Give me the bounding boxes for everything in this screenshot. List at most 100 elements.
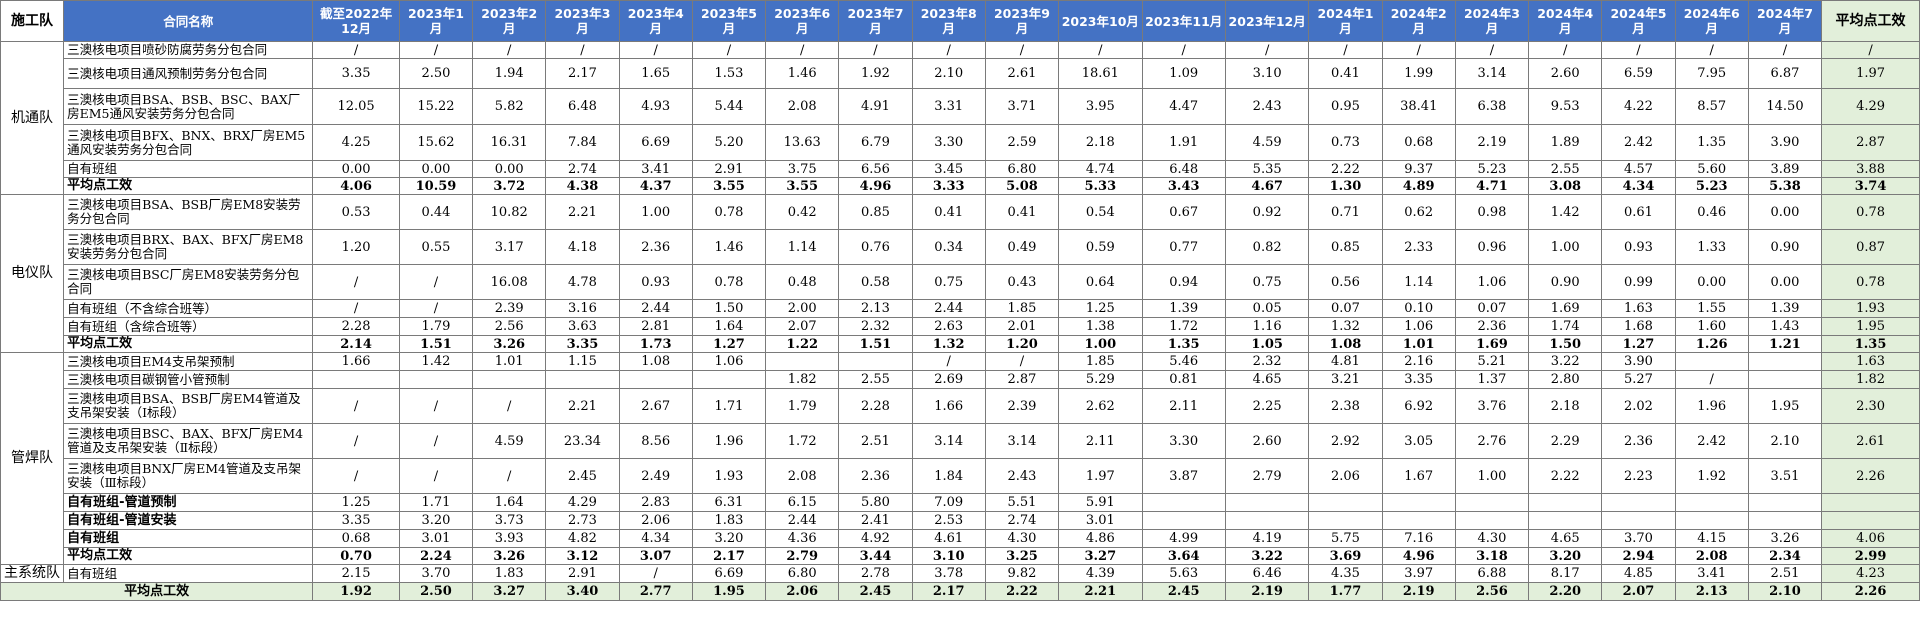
value-cell: 2.39: [984, 388, 1060, 424]
value-cell: 0.46: [1674, 194, 1749, 230]
avg-cell: 0.78: [1821, 194, 1920, 230]
value-cell: 1.96: [691, 423, 767, 459]
value-cell: 1.25: [1058, 299, 1143, 318]
avg-cell: 0.87: [1821, 229, 1920, 265]
value-cell: 5.23: [1454, 160, 1530, 178]
value-cell: 2.56: [472, 317, 547, 336]
grand-total-value: 2.10: [1747, 582, 1823, 601]
grand-total-value: 1.92: [312, 582, 400, 601]
avg-cell: 3.88: [1821, 160, 1920, 178]
summary-value: 1.50: [1528, 335, 1603, 353]
value-cell: 0.77: [1141, 229, 1226, 265]
summary-avg: 1.35: [1821, 335, 1920, 353]
value-cell: 4.59: [472, 423, 547, 459]
summary-avg: 3.74: [1821, 177, 1920, 195]
grand-total-value: 2.07: [1601, 582, 1676, 601]
value-cell: [1747, 370, 1823, 389]
value-cell: 2.02: [1601, 388, 1676, 424]
grand-total-value: 1.77: [1308, 582, 1383, 601]
summary-value: 1.26: [1674, 335, 1749, 353]
contract-name: 三澳核电项目BSA、BSB厂房EM8安装劳务分包合同: [63, 194, 314, 230]
value-cell: /: [911, 41, 986, 59]
value-cell: 2.78: [838, 564, 913, 583]
value-cell: /: [1308, 41, 1383, 59]
table-row: 机通队 三澳核电项目喷砂防腐劳务分包合同 / / / / / / / / / / / / / / / / / / / / /: [0, 41, 1920, 195]
value-cell: 3.01: [1058, 511, 1143, 530]
grand-total-value: 2.19: [1224, 582, 1310, 601]
value-cell: /: [1381, 41, 1456, 59]
value-cell: 0.41: [1308, 58, 1383, 89]
value-cell: 3.87: [1141, 458, 1226, 494]
value-cell: 3.30: [911, 124, 986, 161]
value-cell: 0.68: [312, 529, 400, 548]
value-cell: /: [1674, 41, 1749, 59]
value-cell: 2.49: [618, 458, 693, 494]
table-row: 三澳核电项目BSC、BAX、BFX厂房EM4管道及支吊架安装（Ⅱ标段） //4.5…: [1, 423, 1920, 459]
value-cell: 13.63: [765, 124, 840, 161]
value-cell: 4.39: [1058, 564, 1143, 583]
value-cell: /: [398, 41, 474, 59]
value-cell: 2.36: [1454, 317, 1530, 336]
value-cell: /: [1601, 41, 1676, 59]
value-cell: /: [1674, 370, 1749, 389]
value-cell: 1.53: [691, 58, 767, 89]
value-cell: 1.72: [765, 423, 840, 459]
value-cell: 2.22: [1528, 458, 1603, 494]
avg-cell: [1821, 511, 1920, 530]
contract-name: 三澳核电项目BSC、BAX、BFX厂房EM4管道及支吊架安装（Ⅱ标段）: [63, 423, 314, 459]
value-cell: /: [312, 264, 400, 300]
value-cell: /: [312, 458, 400, 494]
value-cell: [618, 370, 693, 389]
value-cell: 5.60: [1674, 160, 1749, 178]
value-cell: 2.45: [545, 458, 620, 494]
header-month: 2024年2月: [1381, 0, 1456, 42]
value-cell: 2.91: [545, 564, 620, 583]
value-cell: 2.74: [984, 511, 1060, 530]
summary-value: 5.23: [1674, 177, 1749, 195]
value-cell: 1.43: [1747, 317, 1823, 336]
value-cell: /: [398, 388, 474, 424]
value-cell: 15.22: [398, 88, 474, 125]
value-cell: 4.15: [1674, 529, 1749, 548]
value-cell: 0.41: [911, 194, 986, 230]
contract-name: 三澳核电项目通风预制劳务分包合同: [63, 58, 314, 89]
summary-value: 1.00: [1058, 335, 1143, 353]
summary-value: 3.64: [1141, 547, 1226, 565]
value-cell: 0.96: [1454, 229, 1530, 265]
header-month: 2023年5月: [691, 0, 767, 42]
summary-avg: 2.99: [1821, 547, 1920, 565]
value-cell: 1.94: [472, 58, 547, 89]
value-cell: 2.01: [984, 317, 1060, 336]
value-cell: 3.73: [472, 511, 547, 530]
value-cell: 4.34: [618, 529, 693, 548]
summary-row: 平均点工效 0.70 2.24 3.26 3.12 3.07 2.17 2.79 3.44 3.1…: [1, 547, 1920, 565]
value-cell: 2.43: [984, 458, 1060, 494]
grand-total-value: 2.06: [765, 582, 840, 601]
value-cell: 5.80: [838, 493, 913, 512]
avg-cell: 1.95: [1821, 317, 1920, 336]
header-month: 2024年6月: [1674, 0, 1749, 42]
summary-value: 2.14: [312, 335, 400, 353]
summary-value: 5.33: [1058, 177, 1143, 195]
value-cell: 1.79: [765, 388, 840, 424]
summary-value: 0.70: [312, 547, 400, 565]
value-cell: 5.91: [1058, 493, 1143, 512]
team-cell: 主系统队: [0, 564, 65, 583]
value-cell: 1.00: [1528, 229, 1603, 265]
value-cell: 1.37: [1454, 370, 1530, 389]
value-cell: 0.54: [1058, 194, 1143, 230]
value-cell: 3.41: [1674, 564, 1749, 583]
value-cell: 3.95: [1058, 88, 1143, 125]
value-cell: 0.55: [398, 229, 474, 265]
value-cell: 2.00: [765, 299, 840, 318]
value-cell: 4.92: [838, 529, 913, 548]
contract-name: 三澳核电项目BSA、BSB厂房EM4管道及支吊架安装（Ⅰ标段）: [63, 388, 314, 424]
value-cell: 0.78: [691, 264, 767, 300]
value-cell: 2.62: [1058, 388, 1143, 424]
value-cell: 0.44: [398, 194, 474, 230]
header-month: 2023年3月: [545, 0, 620, 42]
value-cell: 3.90: [1601, 352, 1676, 371]
summary-value: 1.20: [984, 335, 1060, 353]
value-cell: 1.00: [618, 194, 693, 230]
value-cell: 0.49: [984, 229, 1060, 265]
